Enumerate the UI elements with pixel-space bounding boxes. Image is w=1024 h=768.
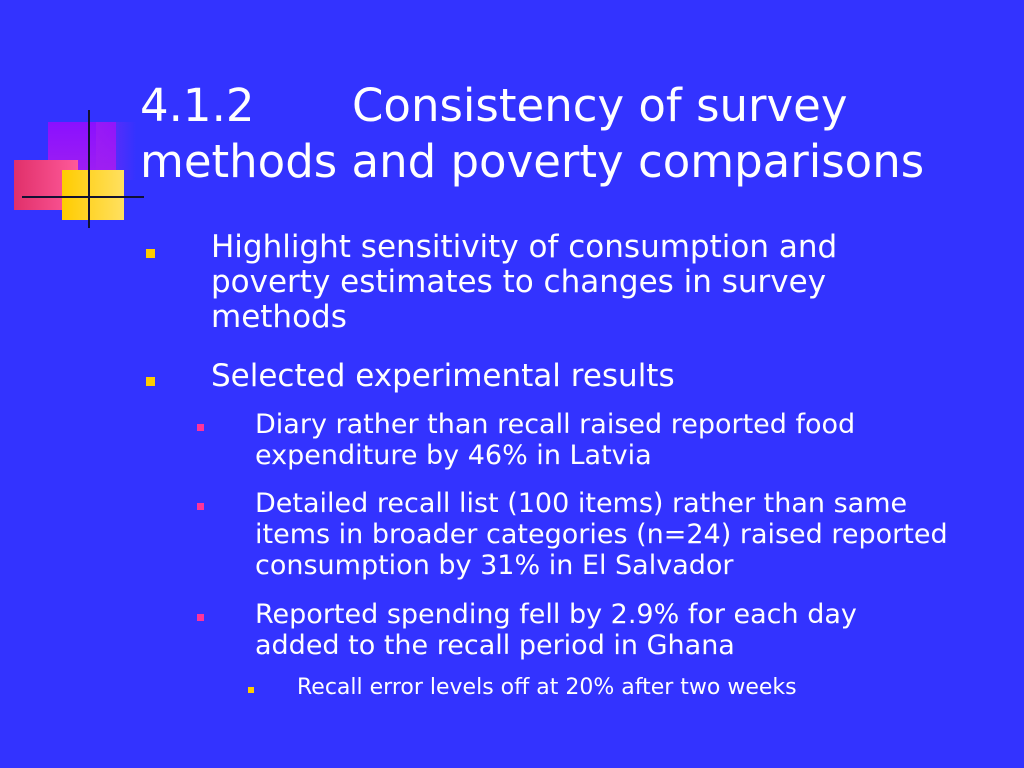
title-number: 4.1.2 [140, 79, 255, 132]
bullet-item-level2: Reported spending fell by 2.9% for each … [255, 599, 857, 661]
horizontal-line [22, 196, 144, 198]
bullet-square-icon [197, 424, 204, 431]
vertical-line [88, 110, 90, 228]
bullet-item-level2: Detailed recall list (100 items) rather … [255, 488, 948, 581]
bullet-item-level1: Selected experimental results [211, 358, 675, 394]
bullet-square-icon [248, 687, 254, 693]
title-text-line1: Consistency of survey [352, 79, 848, 132]
bullet-item-level1: Highlight sensitivity of consumption and… [211, 229, 838, 335]
bullet-square-icon [146, 249, 155, 258]
bullet-square-icon [146, 377, 155, 386]
title-text-line2: methods and poverty comparisons [140, 135, 925, 188]
yellow-square [62, 170, 124, 220]
bullet-item-level3: Recall error levels off at 20% after two… [297, 675, 797, 700]
slide-title: 4.1.2 Consistency of survey methods and p… [140, 78, 1000, 190]
bullet-square-icon [197, 614, 204, 621]
bullet-square-icon [197, 503, 204, 510]
bullet-item-level2: Diary rather than recall raised reported… [255, 409, 856, 471]
decorative-squares-logo [0, 0, 150, 240]
